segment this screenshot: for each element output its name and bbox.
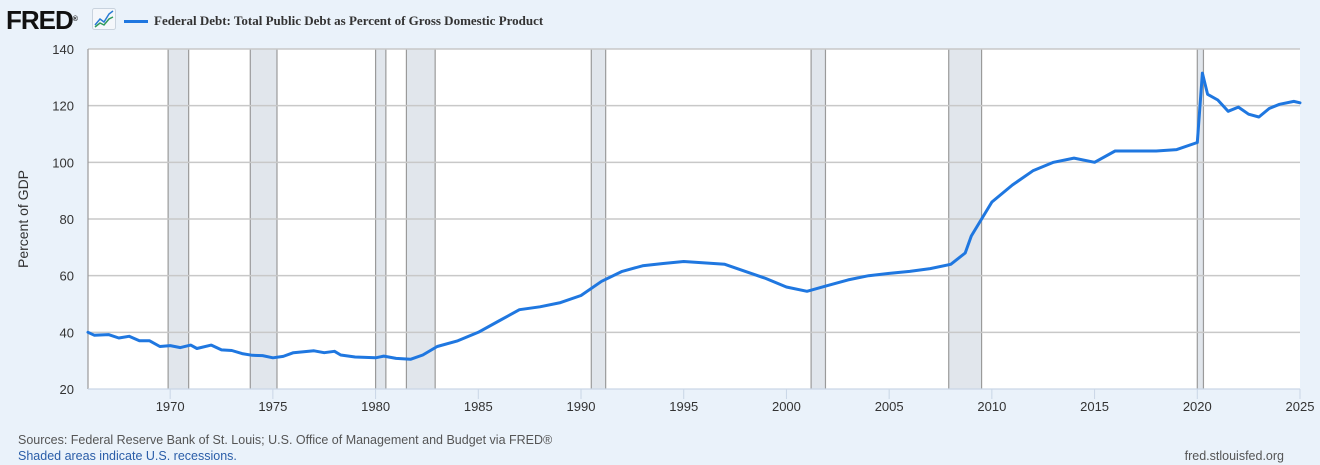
x-tick-label: 2010 — [977, 399, 1006, 414]
legend-label[interactable]: Federal Debt: Total Public Debt as Perce… — [154, 13, 544, 28]
recession-note[interactable]: Shaded areas indicate U.S. recessions. — [18, 449, 237, 463]
y-tick-label: 60 — [60, 269, 74, 284]
fred-logo[interactable]: FRED® — [6, 5, 78, 35]
y-tick-label: 120 — [52, 99, 74, 114]
y-tick-label: 140 — [52, 42, 74, 57]
x-tick-label: 1995 — [669, 399, 698, 414]
x-tick-label: 1970 — [156, 399, 185, 414]
x-tick-label: 1975 — [258, 399, 287, 414]
legend: Federal Debt: Total Public Debt as Perce… — [124, 12, 543, 30]
series-line[interactable] — [86, 71, 1302, 361]
x-tick-label: 2020 — [1183, 399, 1212, 414]
x-tick-label: 1985 — [464, 399, 493, 414]
fred-logo-mark: ® — [72, 16, 78, 23]
y-tick-label: 20 — [60, 382, 74, 397]
x-tick-label: 1990 — [567, 399, 596, 414]
fred-url[interactable]: fred.stlouisfed.org — [1184, 449, 1284, 463]
sources-text: Sources: Federal Reserve Bank of St. Lou… — [18, 433, 553, 447]
y-tick-label: 40 — [60, 325, 74, 340]
x-tick-label: 2005 — [875, 399, 904, 414]
x-tick-label: 1980 — [361, 399, 390, 414]
x-tick-label: 2015 — [1080, 399, 1109, 414]
y-axis-label: Percent of GDP — [15, 170, 31, 268]
x-tick-label: 2025 — [1286, 399, 1315, 414]
y-tick-label: 80 — [60, 212, 74, 227]
legend-swatch — [124, 19, 148, 23]
chart-header: FRED® Federal Debt: Total Public Debt as… — [0, 0, 1320, 40]
line-chart-icon[interactable] — [92, 8, 116, 30]
fred-logo-text: FRED — [6, 5, 74, 35]
y-tick-label: 100 — [52, 155, 74, 170]
x-tick-label: 2000 — [772, 399, 801, 414]
